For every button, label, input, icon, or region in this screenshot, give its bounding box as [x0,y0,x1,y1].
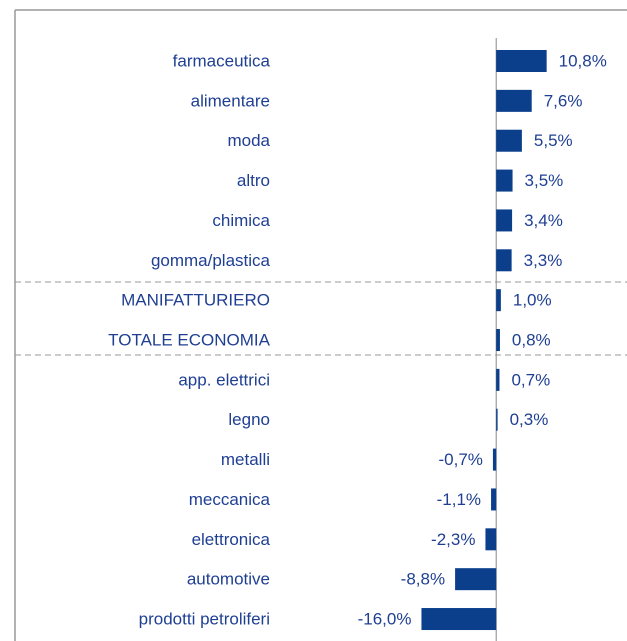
bar [455,568,497,591]
bar [496,249,512,272]
category-label: alimentare [191,91,270,110]
bar [496,209,513,232]
bar [485,528,497,551]
category-label: farmaceutica [173,51,271,70]
category-label: gomma/plastica [151,251,271,270]
category-label: meccanica [189,490,271,509]
category-label: altro [237,171,270,190]
value-label: 3,5% [525,171,564,190]
bar [496,408,498,431]
value-label: -16,0% [358,610,412,629]
category-label: moda [227,131,270,150]
category-label: legno [228,410,270,429]
value-label: 1,0% [513,291,552,310]
value-label: -2,3% [431,530,475,549]
bar [496,329,500,352]
bar [496,289,501,312]
category-label: chimica [212,211,270,230]
value-label: 0,7% [511,370,550,389]
bar [496,89,532,112]
value-label: 3,3% [524,251,563,270]
value-label: 0,3% [510,410,549,429]
category-label: prodotti petroliferi [139,610,270,629]
value-label: 7,6% [544,91,583,110]
bar [491,488,497,511]
category-label: app. elettrici [178,370,270,389]
bar [496,50,547,72]
bar [496,129,522,152]
value-label: -1,1% [437,490,481,509]
value-label: 10,8% [559,51,607,70]
value-label: 3,4% [524,211,563,230]
bar [496,368,500,391]
bar [421,608,497,631]
value-label: 0,8% [512,331,551,350]
bar [492,448,497,471]
category-label: automotive [187,570,270,589]
category-label: MANIFATTURIERO [121,291,270,310]
value-label: 5,5% [534,131,573,150]
category-label: elettronica [192,530,271,549]
value-label: -0,7% [439,450,483,469]
category-label: metalli [221,450,270,469]
bar [496,169,513,192]
category-label: TOTALE ECONOMIA [108,331,271,350]
value-label: -8,8% [401,570,445,589]
